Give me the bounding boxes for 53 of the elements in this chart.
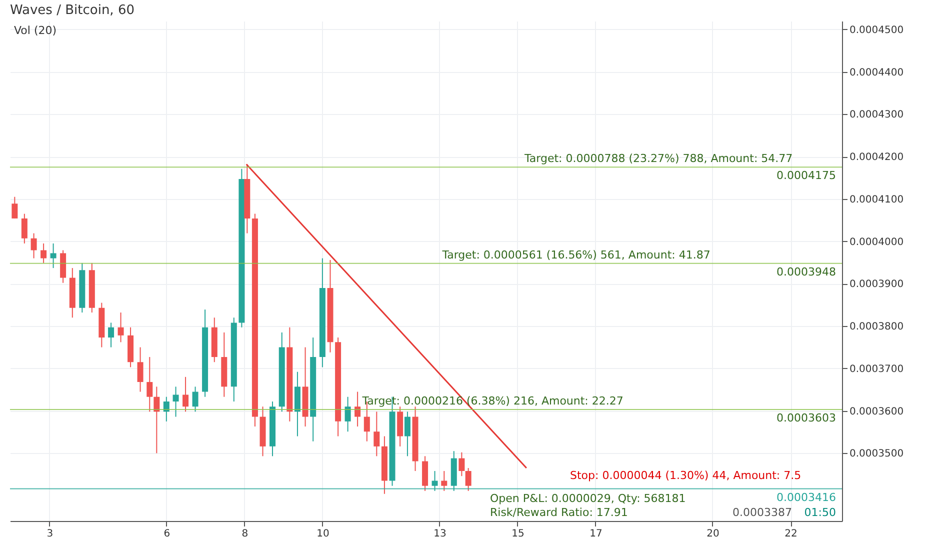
candlestick — [12, 196, 18, 219]
y-tick-label: 0.0004000 — [850, 236, 904, 248]
candlestick — [441, 470, 448, 492]
annotation: 01:50 — [804, 506, 836, 519]
y-tick-label: 0.0004200 — [850, 152, 904, 164]
x-tick-label: 20 — [706, 528, 720, 540]
y-tick-label: 0.0004500 — [850, 24, 904, 36]
candlestick — [50, 242, 56, 269]
candlestick — [404, 411, 410, 457]
x-tick-label: 22 — [784, 528, 798, 540]
x-tick-label: 13 — [434, 528, 446, 540]
y-tick-label: 0.0004300 — [850, 110, 904, 121]
annotation: Risk/Reward Ratio: 17.91 — [490, 506, 628, 519]
y-tick-label: 0.0003900 — [850, 279, 904, 290]
candlestick — [30, 232, 37, 259]
candlestick — [192, 386, 198, 412]
ref-line-label: 0.0003603 — [776, 412, 836, 425]
candlestick — [40, 242, 47, 264]
y-tick-label: 0.0004400 — [850, 67, 904, 78]
annotation: Open P&L: 0.0000029, Qty: 568181 — [490, 492, 686, 505]
annotation: Vol (20) — [14, 24, 57, 37]
candlestick — [182, 376, 189, 412]
candlestick — [344, 396, 351, 432]
x-tick-label: 8 — [242, 528, 248, 540]
x-tick-label: 10 — [316, 528, 330, 540]
x-tick-label: 3 — [46, 528, 54, 540]
annotation: 0.0003387 — [732, 506, 792, 519]
annotation: Target: 0.0000561 (16.56%) 561, Amount: 41.87 — [441, 248, 710, 262]
candlestick — [458, 452, 465, 477]
y-tick-label: 0.0004100 — [850, 194, 904, 206]
candlestick — [21, 213, 28, 244]
y-tick-label: 0.0003600 — [850, 406, 904, 418]
x-tick-label: 17 — [590, 528, 602, 540]
candlestick — [354, 391, 361, 428]
x-tick-label: 15 — [512, 528, 524, 540]
candlestick — [374, 411, 380, 457]
candlestick — [108, 322, 114, 348]
candlestick — [137, 346, 144, 392]
annotation: Stop: 0.0000044 (1.30%) 44, Amount: 7.5 — [570, 469, 802, 482]
annotation: Target: 0.0000788 (23.27%) 788, Amount: 54.77 — [523, 152, 793, 166]
y-tick-label: 0.0003800 — [850, 322, 904, 333]
ref-line-label: 0.0004175 — [776, 169, 836, 182]
x-tick-label: 6 — [164, 528, 170, 540]
ref-line-label: 0.0003948 — [776, 265, 836, 278]
y-tick-label: 0.0003500 — [850, 448, 904, 460]
candlestick — [146, 356, 153, 412]
chart-title: Waves / Bitcoin, 60 — [10, 3, 134, 18]
ref-line-label: 0.0003416 — [776, 490, 836, 504]
candlestick — [154, 386, 160, 454]
candlestick — [465, 468, 472, 492]
candlestick — [172, 386, 179, 418]
y-tick-label: 0.0003700 — [850, 364, 904, 375]
candlestick — [118, 312, 124, 343]
